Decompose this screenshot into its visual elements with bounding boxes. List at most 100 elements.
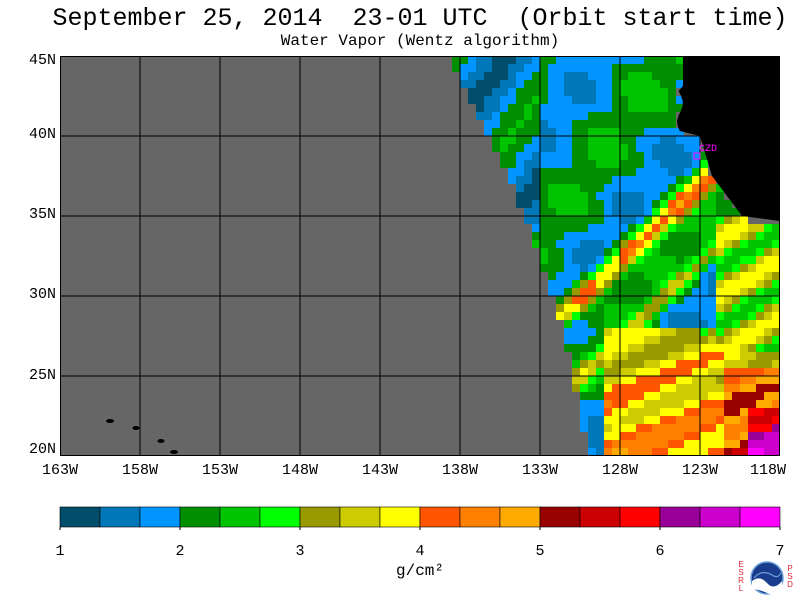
vapor-cell <box>748 368 756 376</box>
vapor-cell <box>660 400 668 408</box>
vapor-cell <box>460 72 468 80</box>
vapor-cell <box>732 248 740 256</box>
vapor-cell <box>548 216 556 224</box>
vapor-cell <box>708 440 716 448</box>
vapor-cell <box>588 224 596 232</box>
vapor-cell <box>556 64 564 72</box>
vapor-cell <box>668 56 676 64</box>
vapor-cell <box>604 288 612 296</box>
vapor-cell <box>628 136 636 144</box>
vapor-cell <box>716 336 724 344</box>
vapor-cell <box>772 440 780 448</box>
vapor-cell <box>572 224 580 232</box>
vapor-cell <box>732 320 740 328</box>
vapor-cell <box>556 280 564 288</box>
vapor-cell <box>628 112 636 120</box>
vapor-cell <box>636 136 644 144</box>
vapor-cell <box>564 104 572 112</box>
vapor-cell <box>724 312 732 320</box>
vapor-cell <box>764 416 772 424</box>
vapor-cell <box>540 256 548 264</box>
vapor-cell <box>572 232 580 240</box>
vapor-cell <box>548 152 556 160</box>
vapor-cell <box>572 216 580 224</box>
vapor-cell <box>692 448 700 456</box>
vapor-cell <box>660 328 668 336</box>
vapor-cell <box>572 264 580 272</box>
vapor-cell <box>452 56 460 64</box>
vapor-cell <box>516 200 524 208</box>
vapor-cell <box>652 152 660 160</box>
vapor-cell <box>628 416 636 424</box>
vapor-cell <box>588 384 596 392</box>
vapor-cell <box>708 208 716 216</box>
vapor-cell <box>532 64 540 72</box>
vapor-cell <box>652 224 660 232</box>
vapor-cell <box>620 424 628 432</box>
vapor-cell <box>684 336 692 344</box>
vapor-cell <box>748 288 756 296</box>
vapor-cell <box>596 304 604 312</box>
vapor-cell <box>508 160 516 168</box>
vapor-cell <box>476 64 484 72</box>
vapor-cell <box>620 104 628 112</box>
vapor-cell <box>748 272 756 280</box>
vapor-cell <box>660 440 668 448</box>
vapor-cell <box>748 424 756 432</box>
vapor-cell <box>772 368 780 376</box>
vapor-cell <box>644 72 652 80</box>
vapor-cell <box>692 256 700 264</box>
vapor-cell <box>620 96 628 104</box>
vapor-cell <box>732 304 740 312</box>
vapor-cell <box>668 328 676 336</box>
lon-label: 118W <box>749 462 786 479</box>
vapor-cell <box>644 240 652 248</box>
vapor-cell <box>652 192 660 200</box>
lat-lon-grid: CZD <box>60 56 780 456</box>
vapor-cell <box>724 408 732 416</box>
vapor-cell <box>708 424 716 432</box>
vapor-cell <box>740 368 748 376</box>
vapor-cell <box>604 320 612 328</box>
vapor-cell <box>620 280 628 288</box>
vapor-cell <box>756 424 764 432</box>
vapor-cell <box>652 272 660 280</box>
hawaii-island <box>170 450 178 454</box>
vapor-cell <box>580 128 588 136</box>
vapor-cell <box>716 408 724 416</box>
lon-label: 133W <box>521 462 558 479</box>
vapor-cell <box>724 232 732 240</box>
vapor-cell <box>684 448 692 456</box>
vapor-cell <box>708 256 716 264</box>
vapor-cell <box>468 80 476 88</box>
lon-label: 138W <box>441 462 478 479</box>
vapor-cell <box>652 312 660 320</box>
vapor-cell <box>692 264 700 272</box>
vapor-cell <box>548 280 556 288</box>
vapor-cell <box>764 304 772 312</box>
vapor-cell <box>564 264 572 272</box>
vapor-cell <box>548 72 556 80</box>
vapor-cell <box>604 152 612 160</box>
vapor-cell <box>612 352 620 360</box>
vapor-cell <box>644 56 652 64</box>
vapor-cell <box>772 360 780 368</box>
vapor-cell <box>700 280 708 288</box>
vapor-cell <box>468 88 476 96</box>
vapor-cell <box>604 312 612 320</box>
vapor-cell <box>484 96 492 104</box>
vapor-cell <box>660 320 668 328</box>
vapor-cell <box>508 64 516 72</box>
vapor-cell <box>692 304 700 312</box>
vapor-cell <box>612 256 620 264</box>
vapor-cell <box>596 400 604 408</box>
vapor-cell <box>620 56 628 64</box>
vapor-cell <box>756 344 764 352</box>
vapor-cell <box>572 328 580 336</box>
vapor-cell <box>676 96 684 104</box>
vapor-cell <box>508 168 516 176</box>
vapor-cell <box>756 376 764 384</box>
vapor-cell <box>604 88 612 96</box>
vapor-cell <box>692 224 700 232</box>
vapor-cell <box>532 112 540 120</box>
